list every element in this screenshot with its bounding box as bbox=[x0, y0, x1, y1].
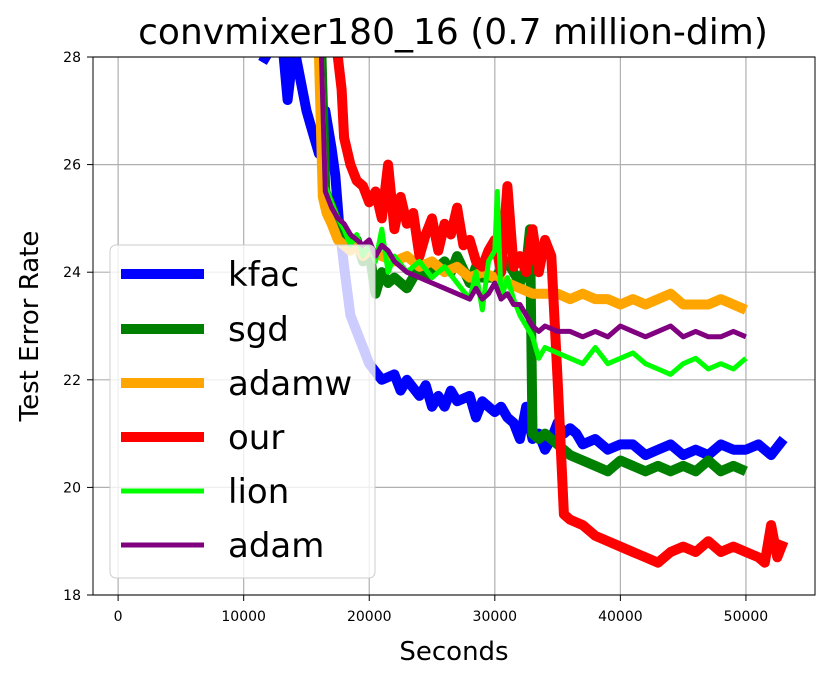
legend-label-sgd: sgd bbox=[228, 310, 289, 350]
legend-label-our: our bbox=[228, 418, 284, 458]
legend-label-lion: lion bbox=[228, 472, 289, 512]
series-line-adam bbox=[319, 57, 747, 340]
legend-label-kfac: kfac bbox=[228, 255, 299, 295]
y-tick-label: 18 bbox=[63, 588, 81, 604]
y-tick-label: 22 bbox=[63, 373, 81, 389]
series-line-kfac bbox=[258, 57, 788, 461]
x-tick-label: 50000 bbox=[724, 609, 769, 625]
legend: kfac sgd adamw our lion adam bbox=[109, 244, 376, 579]
x-tick-label: 10000 bbox=[221, 609, 266, 625]
chart-title: convmixer180_16 (0.7 million-dim) bbox=[138, 12, 768, 53]
axis-ticks: 0 10000 20000 30000 40000 50000 18 20 22 24 26 28 bbox=[63, 50, 768, 625]
legend-label-adam: adam bbox=[228, 526, 324, 566]
legend-label-adamw: adamw bbox=[228, 364, 352, 404]
x-tick-label: 30000 bbox=[473, 609, 518, 625]
y-tick-label: 28 bbox=[63, 50, 81, 66]
x-tick-label: 40000 bbox=[598, 609, 643, 625]
y-tick-label: 26 bbox=[63, 158, 81, 174]
y-axis-label: Test Error Rate bbox=[15, 231, 45, 423]
x-tick-label: 0 bbox=[114, 609, 123, 625]
plot-area-frame bbox=[92, 56, 816, 596]
series-line-our bbox=[332, 57, 789, 568]
x-tick-label: 20000 bbox=[347, 609, 392, 625]
y-tick-label: 24 bbox=[63, 265, 81, 281]
y-tick-label: 20 bbox=[63, 480, 81, 496]
x-axis-label: Seconds bbox=[399, 637, 508, 667]
